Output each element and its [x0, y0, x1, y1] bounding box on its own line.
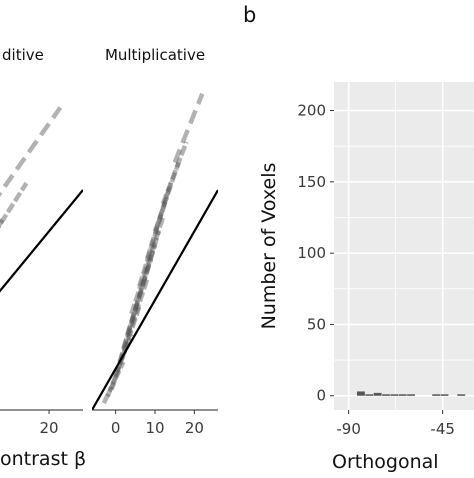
x-tick-label: 20 [40, 419, 59, 437]
facet-1-segment [137, 196, 169, 287]
panel-b-histogram: 0 50 100 150 200 -90 -45 [297, 82, 474, 438]
panel-a-x-axis-title: ontrast β [0, 448, 86, 470]
facet-1-identity-line [92, 189, 218, 410]
facet-1-segment [160, 141, 189, 205]
facet-1-segment [101, 360, 126, 405]
histogram-bar [407, 394, 415, 396]
facet-1-segment [125, 230, 162, 336]
y-tick-label: 0 [316, 387, 326, 405]
facet-0-identity-line [0, 189, 83, 293]
histogram-bar [365, 394, 374, 396]
histogram-bar [432, 394, 441, 396]
x-tick-label: 0 [111, 419, 121, 437]
facet-0-segment [0, 106, 63, 198]
facet-1-segment [121, 244, 158, 349]
facet-1-segment [117, 258, 154, 363]
histogram-bar [390, 394, 399, 396]
facet-1-segment [105, 333, 134, 398]
histogram-bar [356, 391, 365, 396]
facet-1-segment [172, 92, 205, 164]
facet-1-segment [109, 306, 142, 391]
panel-b-x-axis-title: Orthogonal [332, 451, 439, 473]
facet-1-segment [144, 182, 173, 260]
panel-b-y-axis-title: Number of Voxels [258, 163, 280, 330]
histogram-bar [373, 392, 382, 396]
x-tick-label: -90 [336, 420, 361, 438]
x-tick-label: -45 [430, 420, 455, 438]
panel-b-plot-background [334, 82, 474, 410]
facet-additive-plot: 20 [0, 106, 83, 437]
x-tick-label: 10 [145, 419, 164, 437]
histogram-bar [440, 394, 449, 396]
facet-label-multiplicative: Multiplicative [105, 46, 205, 64]
y-tick-label: 50 [307, 315, 326, 333]
y-tick-label: 200 [297, 102, 326, 120]
facet-0-segment [0, 181, 29, 229]
facet-1-segment [152, 161, 181, 232]
facet-multiplicative-plot: 0 10 20 [92, 92, 218, 437]
histogram-bar [382, 394, 390, 396]
facet-label-additive: ditive [2, 46, 44, 64]
y-tick-label: 100 [297, 244, 326, 262]
x-tick-label: 20 [185, 419, 204, 437]
y-tick-label: 150 [297, 173, 326, 191]
panel-letter-b: b [243, 3, 256, 27]
facet-0-segment [0, 216, 6, 228]
histogram-bar [398, 394, 407, 396]
histogram-bar [457, 394, 466, 396]
facet-1-segment [129, 216, 166, 315]
